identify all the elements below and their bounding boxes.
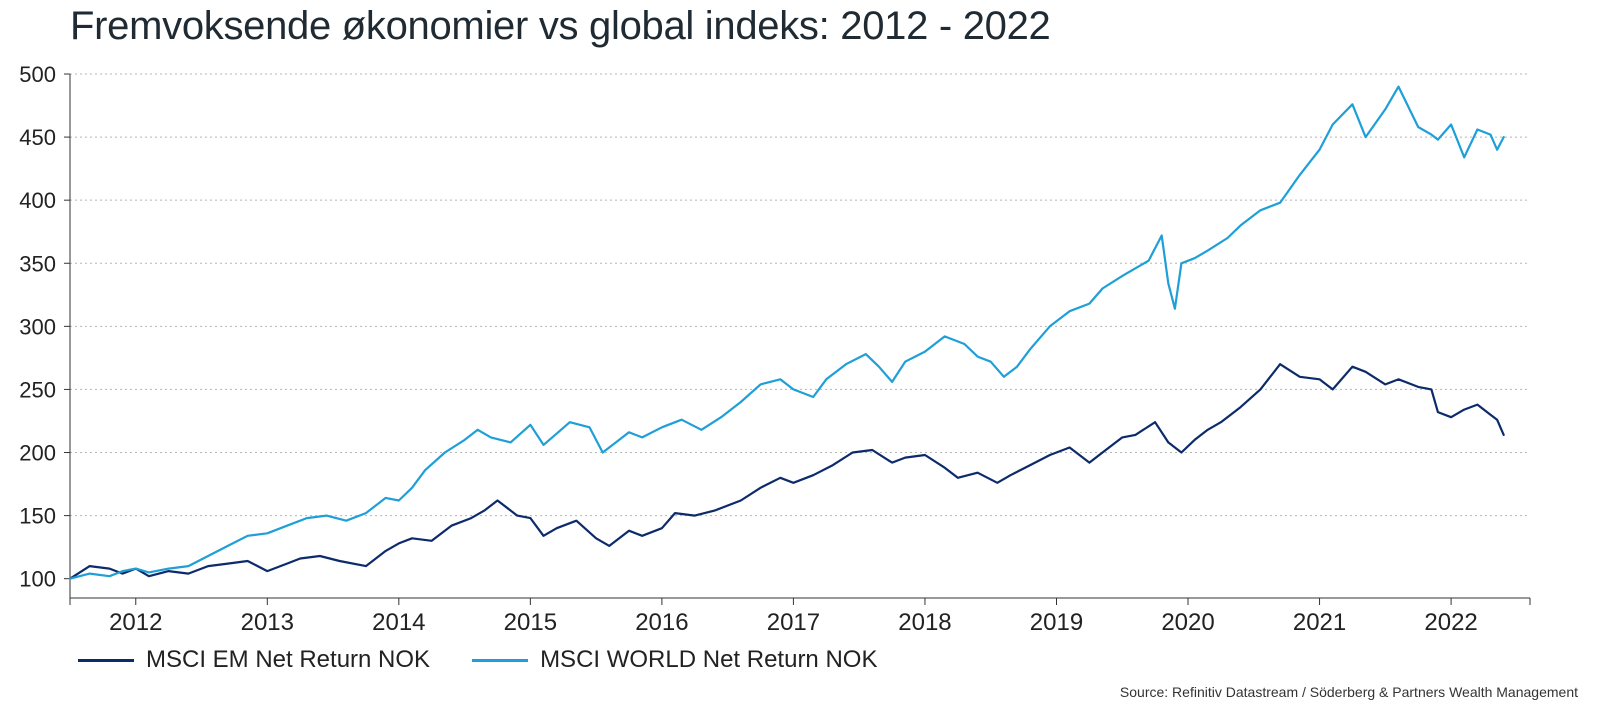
y-tick-label: 350 <box>19 251 56 276</box>
x-tick-label: 2012 <box>109 609 162 636</box>
y-tick-label: 400 <box>19 188 56 213</box>
x-tick-label: 2017 <box>767 609 820 636</box>
y-axis-tick-labels: 100 150 200 250 300 350 400 450 500 <box>19 62 71 598</box>
x-axis: 2012 2013 2014 2015 2016 2017 2018 2019 2020 2021… <box>69 597 1531 636</box>
y-tick-label: 450 <box>19 125 56 150</box>
y-tick-label: 200 <box>19 441 56 466</box>
legend-item-world: MSCI WORLD Net Return NOK <box>472 646 877 674</box>
source-note: Source: Refinitiv Datastream / Söderberg… <box>1119 684 1578 700</box>
x-tick-label: 2016 <box>635 609 688 636</box>
legend-label-world: MSCI WORLD Net Return NOK <box>540 646 878 673</box>
y-tick-label: 250 <box>19 377 56 402</box>
x-tick-label: 2014 <box>372 609 425 636</box>
y-tick-label: 500 <box>19 62 56 87</box>
y-tick-label: 300 <box>19 314 56 339</box>
x-tick-label: 2019 <box>1030 609 1083 636</box>
y-tick-label: 100 <box>19 567 56 592</box>
legend-label-em: MSCI EM Net Return NOK <box>146 646 431 673</box>
legend: MSCI EM Net Return NOK MSCI WORLD Net Re… <box>78 646 919 674</box>
series-line-em <box>68 363 1505 580</box>
data-series <box>68 85 1505 580</box>
x-tick-label: 2015 <box>504 609 557 636</box>
x-tick-label: 2020 <box>1161 609 1214 636</box>
series-line-world <box>68 85 1505 580</box>
x-tick-label: 2022 <box>1424 609 1477 636</box>
gridlines <box>70 73 1530 517</box>
y-tick-label: 150 <box>19 504 56 529</box>
legend-item-em: MSCI EM Net Return NOK <box>78 646 430 674</box>
x-tick-label: 2018 <box>898 609 951 636</box>
legend-swatch-world <box>472 658 529 662</box>
legend-swatch-em <box>78 658 134 662</box>
x-tick-label: 2021 <box>1293 609 1346 636</box>
chart-title: Fremvoksende økonomier vs global indeks:… <box>70 4 1051 48</box>
x-tick-label: 2013 <box>241 609 294 636</box>
